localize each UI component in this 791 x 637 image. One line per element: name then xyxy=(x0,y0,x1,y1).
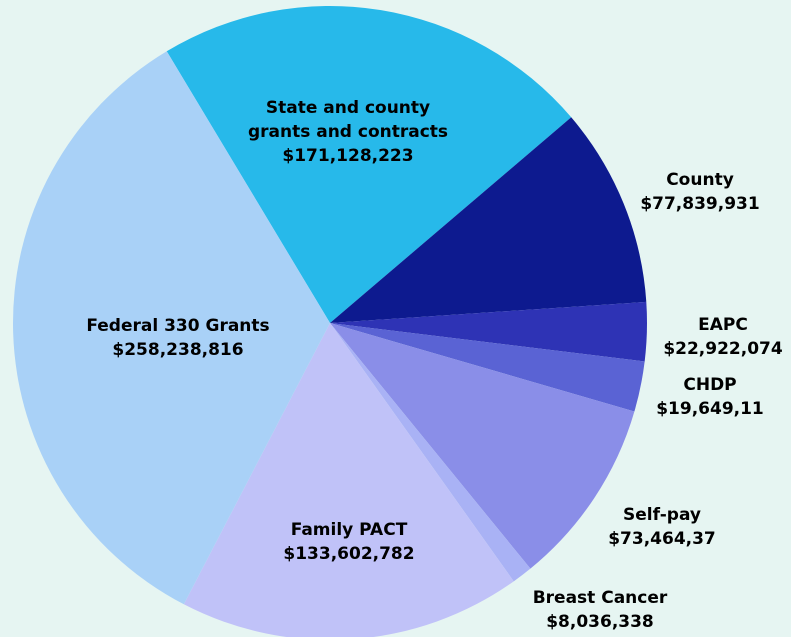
slice-label: County $77,839,931 xyxy=(620,168,780,216)
slice xyxy=(330,117,647,323)
slice-label: Breast Cancer $8,036,338 xyxy=(510,586,690,634)
category-name: CHDP xyxy=(683,375,737,395)
slice xyxy=(330,301,647,362)
slice-label: CHDP $19,649,11 xyxy=(630,373,790,421)
value-label: $73,464,37 xyxy=(608,529,716,549)
slice xyxy=(12,51,331,605)
slice-label: Family PACT $133,602,782 xyxy=(249,518,449,566)
value-label: $258,238,816 xyxy=(112,340,244,360)
category-name: State and county grants and contracts xyxy=(247,98,449,142)
value-label: $133,602,782 xyxy=(283,544,415,564)
slice-label: Federal 330 Grants $258,238,816 xyxy=(58,314,298,362)
value-label: $22,922,074 xyxy=(663,339,783,359)
slice-label: State and county grants and contracts $17… xyxy=(233,96,463,168)
slice xyxy=(183,323,514,637)
category-name: County xyxy=(666,170,734,190)
category-name: Family PACT xyxy=(290,520,408,540)
slice xyxy=(330,323,635,569)
value-label: $171,128,223 xyxy=(282,146,414,166)
value-label: $8,036,338 xyxy=(546,612,654,632)
slice-label: Self-pay $73,464,37 xyxy=(582,503,742,551)
slice xyxy=(166,5,572,323)
category-name: Self-pay xyxy=(623,505,701,525)
category-name: Breast Cancer xyxy=(532,588,668,608)
slice-label: EAPC $22,922,074 xyxy=(643,313,791,361)
value-label: $77,839,931 xyxy=(640,194,760,214)
category-name: Federal 330 Grants xyxy=(86,316,270,336)
slice xyxy=(330,323,531,582)
category-name: EAPC xyxy=(698,315,748,335)
slice xyxy=(330,323,645,412)
value-label: $19,649,11 xyxy=(656,399,764,419)
